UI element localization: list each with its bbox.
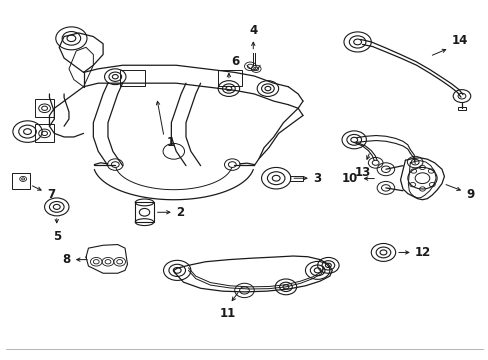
Text: 2: 2	[176, 206, 184, 219]
Text: 6: 6	[231, 55, 239, 68]
Text: 14: 14	[450, 33, 467, 46]
Text: 9: 9	[465, 188, 473, 201]
Text: 4: 4	[249, 23, 257, 37]
Text: 8: 8	[62, 253, 70, 266]
Text: 10: 10	[341, 172, 357, 185]
Text: 11: 11	[219, 307, 235, 320]
Text: 13: 13	[354, 166, 370, 179]
Text: 3: 3	[312, 172, 320, 185]
Bar	[290, 176, 302, 181]
Text: 5: 5	[53, 230, 61, 243]
Text: 1: 1	[166, 136, 174, 149]
Bar	[217, 69, 242, 86]
Bar	[35, 99, 54, 117]
Text: 12: 12	[414, 246, 430, 259]
Bar	[135, 202, 154, 222]
Bar	[120, 69, 144, 86]
Bar	[35, 125, 54, 142]
Bar	[457, 107, 465, 110]
Text: 7: 7	[47, 188, 55, 201]
